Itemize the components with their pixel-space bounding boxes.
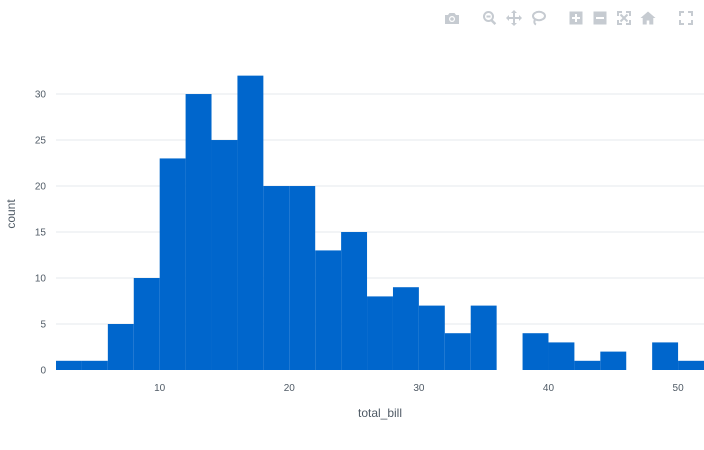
histogram-bar[interactable] (678, 360, 704, 370)
modebar (426, 8, 698, 28)
y-tick-label: 15 (35, 228, 47, 239)
histogram-bar[interactable] (652, 342, 679, 370)
y-tick-label: 25 (35, 136, 47, 147)
histogram-bar[interactable] (444, 333, 471, 370)
histogram-bar[interactable] (392, 287, 419, 370)
y-tick-label: 5 (40, 320, 46, 331)
x-axis-title: total_bill (358, 406, 402, 420)
y-tick-label: 30 (35, 90, 47, 101)
histogram-bar[interactable] (263, 186, 290, 370)
x-tick-label: 40 (543, 383, 555, 394)
histogram-bar[interactable] (470, 305, 497, 370)
camera-icon[interactable] (440, 8, 464, 28)
y-axis-title: count (4, 199, 18, 229)
histogram-bar[interactable] (56, 360, 82, 370)
histogram-bar[interactable] (574, 360, 601, 370)
x-tick-label: 30 (413, 383, 425, 394)
histogram-bar[interactable] (367, 296, 393, 370)
histogram-bar[interactable] (185, 94, 212, 370)
histogram-bar[interactable] (133, 278, 160, 370)
histogram-bar[interactable] (107, 324, 134, 370)
modebar-group-fullscreen (674, 8, 698, 28)
histogram-bar[interactable] (522, 333, 549, 370)
fullscreen-icon[interactable] (674, 8, 698, 28)
histogram-bar[interactable] (548, 342, 575, 370)
x-tick-label: 50 (673, 383, 685, 394)
zoom-out-icon[interactable] (588, 8, 612, 28)
modebar-group-view (564, 8, 660, 28)
histogram-bar[interactable] (341, 232, 368, 370)
zoom-in-icon[interactable] (564, 8, 588, 28)
zoom-icon[interactable] (478, 8, 502, 28)
y-tick-label: 0 (40, 366, 46, 377)
home-icon[interactable] (636, 8, 660, 28)
autoscale-icon[interactable] (612, 8, 636, 28)
histogram-bar[interactable] (81, 360, 108, 370)
y-tick-label: 10 (35, 274, 47, 285)
modebar-group-export (440, 8, 464, 28)
histogram-bar[interactable] (289, 186, 316, 370)
y-tick-label: 20 (35, 182, 47, 193)
histogram-bar[interactable] (211, 140, 238, 370)
y-axis-ticks: 0 5 10 15 20 25 30 (35, 90, 47, 377)
histogram-bars (56, 75, 704, 370)
histogram-bar[interactable] (600, 351, 627, 370)
histogram-bar[interactable] (418, 305, 445, 370)
x-tick-label: 20 (284, 383, 296, 394)
histogram-bar[interactable] (159, 158, 186, 370)
x-tick-label: 10 (154, 383, 166, 394)
modebar-group-drag (478, 8, 550, 28)
histogram-bar[interactable] (315, 250, 342, 370)
lasso-icon[interactable] (526, 8, 550, 28)
pan-icon[interactable] (502, 8, 526, 28)
histogram-bar[interactable] (237, 75, 264, 370)
x-axis-ticks: 10 20 30 40 50 (154, 383, 684, 394)
